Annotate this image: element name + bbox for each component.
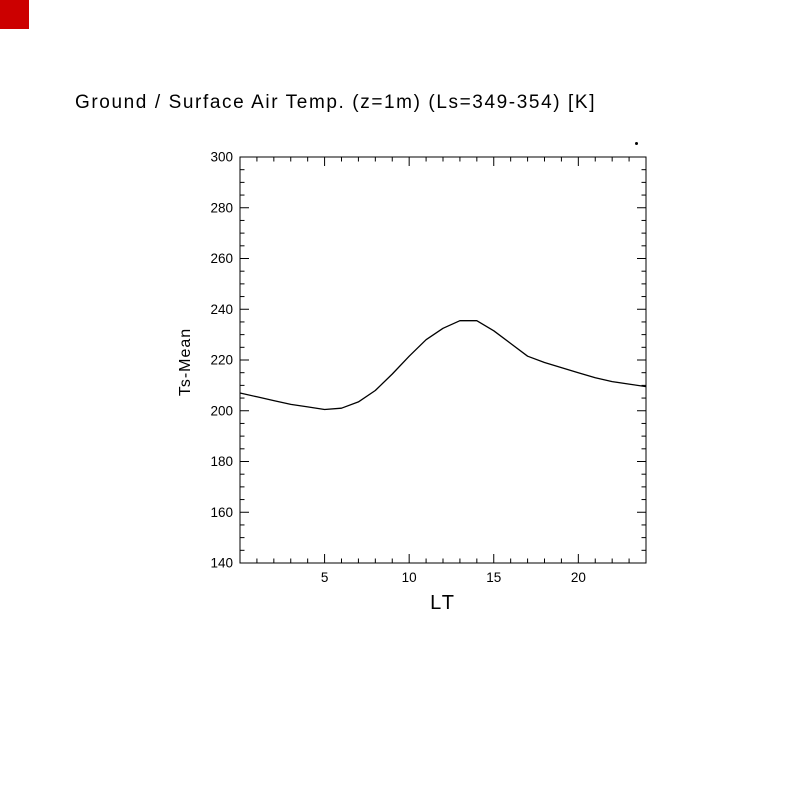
y-tick-label: 260	[210, 251, 233, 266]
y-tick-label: 200	[210, 403, 233, 418]
red-corner-marker	[0, 0, 29, 29]
x-tick-label: 20	[571, 570, 586, 585]
x-tick-label: 10	[402, 570, 417, 585]
x-tick-label: 15	[486, 570, 501, 585]
y-tick-label: 240	[210, 302, 233, 317]
x-tick-label: 5	[321, 570, 329, 585]
y-axis-label: Ts-Mean	[177, 327, 194, 397]
y-tick-label: 300	[210, 150, 233, 165]
chart-title: Ground / Surface Air Temp. (z=1m) (Ls=34…	[75, 92, 597, 113]
axis-box	[239, 156, 647, 564]
y-tick-label: 160	[210, 505, 233, 520]
series-line	[239, 320, 647, 411]
y-tick-label: 140	[210, 556, 233, 571]
y-tick-label: 180	[210, 454, 233, 469]
y-tick-label: 280	[210, 200, 233, 215]
stray-dot	[635, 142, 638, 145]
x-axis-label: LT	[430, 592, 456, 614]
y-tick-label: 220	[210, 353, 233, 368]
